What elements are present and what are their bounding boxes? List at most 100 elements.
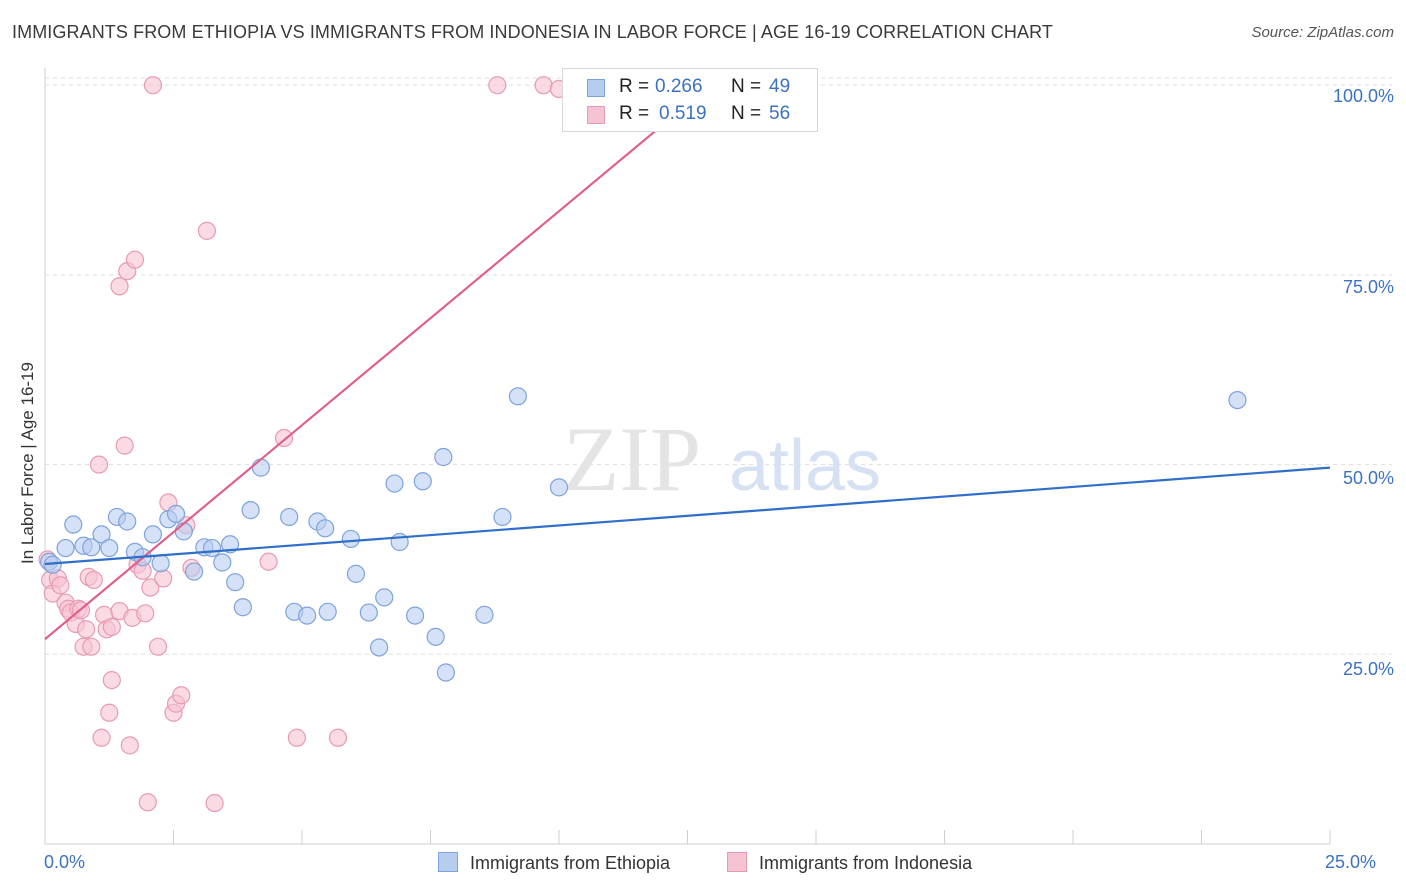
data-point-ethiopia xyxy=(251,458,270,477)
data-point-indonesia xyxy=(172,686,191,705)
legend-n-label: N = xyxy=(731,76,762,97)
data-point-ethiopia xyxy=(233,598,252,617)
legend-n-label: N = xyxy=(731,103,762,124)
series-ethiopia-points xyxy=(40,387,1247,682)
data-point-indonesia xyxy=(120,736,139,755)
data-point-ethiopia xyxy=(143,525,163,544)
data-point-indonesia xyxy=(125,250,145,269)
data-point-ethiopia xyxy=(56,538,75,558)
watermark-zip: ZIP xyxy=(563,408,701,510)
data-point-ethiopia xyxy=(241,501,260,520)
data-point-indonesia xyxy=(148,637,168,656)
data-point-indonesia xyxy=(143,76,163,95)
data-point-indonesia xyxy=(110,277,129,296)
data-point-ethiopia xyxy=(64,515,83,534)
trend-line-ethiopia xyxy=(44,466,1331,566)
legend-n-value: 56 xyxy=(769,103,791,124)
data-point-indonesia xyxy=(115,436,134,455)
chart-title: IMMIGRANTS FROM ETHIOPIA VS IMMIGRANTS F… xyxy=(12,22,1053,42)
data-point-ethiopia xyxy=(318,602,337,621)
legend-label-indonesia: Immigrants from Indonesia xyxy=(759,853,973,873)
data-point-ethiopia xyxy=(475,605,494,624)
data-point-ethiopia xyxy=(118,512,137,531)
data-point-ethiopia xyxy=(82,538,101,557)
data-point-indonesia xyxy=(197,221,217,240)
grid-layer xyxy=(45,77,1392,655)
data-point-ethiopia xyxy=(202,538,222,558)
data-point-ethiopia xyxy=(436,663,456,682)
data-point-ethiopia xyxy=(434,447,453,467)
data-point-ethiopia xyxy=(280,507,299,527)
correlation-legend: R = 0.266 N = 49 R = 0.519 N = 56 xyxy=(562,68,818,132)
data-point-indonesia xyxy=(328,728,348,747)
legend-item-indonesia: Immigrants from Indonesia xyxy=(727,852,972,874)
legend-r-label: R = xyxy=(619,76,650,97)
data-point-indonesia xyxy=(77,620,96,639)
legend-swatch-indonesia xyxy=(727,852,747,872)
data-point-ethiopia xyxy=(549,478,569,497)
data-point-ethiopia xyxy=(100,538,119,558)
axis-layer xyxy=(44,68,1331,845)
data-point-indonesia xyxy=(102,617,121,637)
legend-r-value: 0.519 xyxy=(659,103,707,124)
data-point-ethiopia xyxy=(370,638,389,657)
source-credit: Source: ZipAtlas.com xyxy=(1251,24,1394,41)
x-tick-label-min: 0.0% xyxy=(44,852,86,872)
data-point-ethiopia xyxy=(341,529,360,549)
data-point-ethiopia xyxy=(184,562,204,581)
legend-swatch-ethiopia xyxy=(438,852,458,872)
legend-swatch-ethiopia xyxy=(587,79,605,97)
data-point-ethiopia xyxy=(359,603,378,622)
data-point-ethiopia xyxy=(226,573,245,592)
y-tick-label-50: 50.0% xyxy=(1342,468,1394,488)
x-tick-label-max: 25.0% xyxy=(1325,852,1377,872)
y-axis-label: In Labor Force | Age 16-19 xyxy=(18,362,37,564)
data-point-ethiopia xyxy=(346,564,366,583)
legend-swatch-indonesia xyxy=(587,106,605,124)
data-point-indonesia xyxy=(82,637,101,656)
data-point-ethiopia xyxy=(166,504,186,524)
data-point-indonesia xyxy=(141,578,160,597)
data-point-ethiopia xyxy=(413,472,432,491)
y-tick-label-75: 75.0% xyxy=(1342,277,1394,297)
data-point-indonesia xyxy=(534,76,553,95)
data-point-ethiopia xyxy=(385,474,404,493)
legend-r-value: 0.266 xyxy=(655,76,703,97)
data-point-ethiopia xyxy=(43,555,62,574)
data-point-indonesia xyxy=(138,793,157,812)
legend-label-ethiopia: Immigrants from Ethiopia xyxy=(470,853,671,873)
data-point-indonesia xyxy=(84,570,103,590)
data-point-ethiopia xyxy=(92,525,111,544)
data-point-ethiopia xyxy=(316,519,335,538)
legend-r-label: R = xyxy=(619,103,650,124)
legend-item-ethiopia: Immigrants from Ethiopia xyxy=(438,852,670,874)
data-point-indonesia xyxy=(287,728,306,747)
y-tick-label-25: 25.0% xyxy=(1342,659,1394,679)
y-tick-label-100: 100.0% xyxy=(1332,86,1394,106)
data-point-ethiopia xyxy=(174,522,193,541)
data-point-ethiopia xyxy=(213,553,232,572)
data-point-indonesia xyxy=(102,670,121,690)
data-point-indonesia xyxy=(100,703,119,722)
data-point-ethiopia xyxy=(426,627,445,646)
data-point-ethiopia xyxy=(508,387,527,406)
data-point-indonesia xyxy=(154,569,173,588)
data-point-indonesia xyxy=(136,604,155,623)
data-point-indonesia xyxy=(205,793,224,813)
data-point-ethiopia xyxy=(375,588,394,607)
data-point-ethiopia xyxy=(405,606,425,625)
data-point-ethiopia xyxy=(493,507,512,527)
data-point-ethiopia xyxy=(151,554,170,573)
trend-lines xyxy=(44,69,1331,640)
data-point-ethiopia xyxy=(220,535,240,554)
data-point-ethiopia xyxy=(298,606,317,625)
watermark-atlas: atlas xyxy=(729,426,881,506)
legend-n-value: 49 xyxy=(769,76,791,97)
trend-line-indonesia xyxy=(44,69,730,640)
data-point-ethiopia xyxy=(1228,390,1247,410)
data-point-indonesia xyxy=(259,552,278,571)
data-point-indonesia xyxy=(89,455,109,474)
data-point-indonesia xyxy=(488,76,507,95)
watermark: ZIP atlas xyxy=(563,408,881,510)
